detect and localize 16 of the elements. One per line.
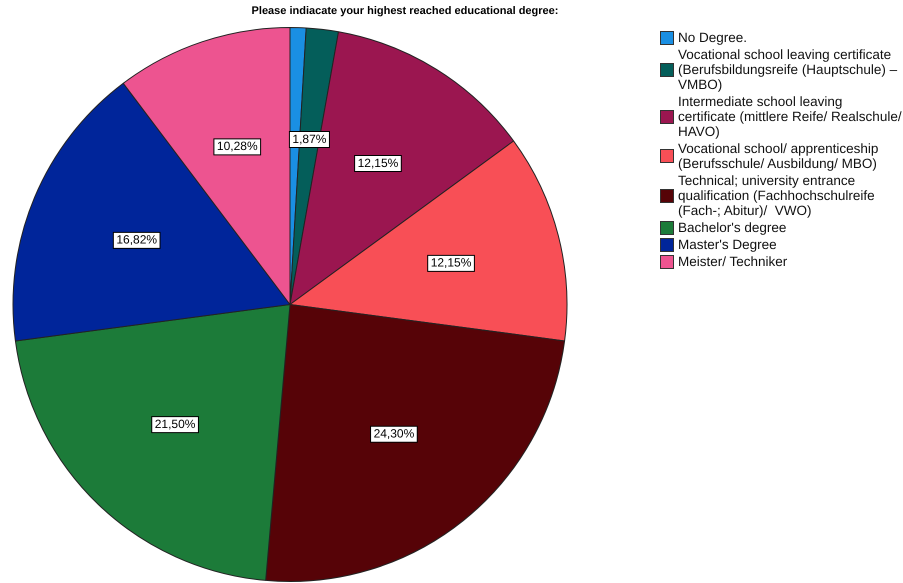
legend-label: Technical; university entrance qualification (Fachhochschulreife (Fach-; Abitur)/ VWO) — [678, 173, 876, 218]
data-label: 24,30% — [374, 426, 415, 441]
data-label: 12,15% — [358, 156, 399, 170]
legend-label: Meister/ Techniker — [678, 254, 788, 269]
legend-label: Vocational school leaving certificate (Berufsbildungsreife (Hauptschule) – VMBO) — [678, 47, 898, 92]
legend-label: Bachelor's degree — [678, 220, 786, 235]
data-label: 21,50% — [154, 416, 196, 431]
legend-label: No Degree. — [678, 30, 748, 45]
legend-label: Vocational school/ apprenticeship (Berufsschule/ Ausbildung/ MBO) — [678, 141, 880, 171]
legend-label: Master's Degree — [678, 237, 777, 252]
data-label: 16,82% — [116, 232, 158, 247]
data-label: 12,15% — [430, 256, 472, 270]
chart-title: Please indiacate your highest reached educational degree: — [250, 5, 560, 17]
data-label: 10,28% — [216, 139, 258, 154]
legend-label: Intermediate school leaving certificate (mittlere Reife/ Realschule/ HAVO) — [678, 94, 903, 139]
data-label: 1,87% — [292, 132, 327, 146]
